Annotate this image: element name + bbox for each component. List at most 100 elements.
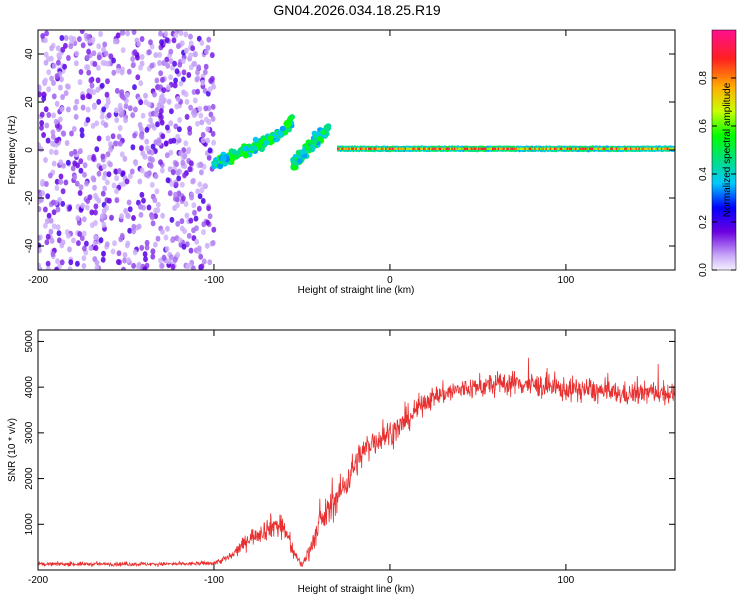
carrier-core <box>606 147 608 150</box>
carrier-core <box>569 147 572 150</box>
streak-blob <box>221 161 228 167</box>
carrier-core <box>466 147 469 150</box>
noise-blob <box>112 240 117 247</box>
noise-blob <box>177 237 183 244</box>
noise-blob <box>156 102 162 109</box>
noise-blob <box>51 93 57 100</box>
noise-blob <box>166 98 172 105</box>
carrier-core <box>589 147 591 150</box>
noise-blob <box>49 148 54 155</box>
noise-blob <box>207 259 213 266</box>
carrier-core <box>599 147 601 150</box>
x-tick-label: 100 <box>558 275 575 286</box>
noise-blob <box>116 250 122 257</box>
noise-blob <box>59 35 65 41</box>
carrier-core <box>494 147 497 150</box>
noise-blob <box>82 162 88 169</box>
noise-blob <box>81 255 87 262</box>
noise-blob <box>93 234 98 241</box>
noise-blob <box>91 155 96 162</box>
noise-blob <box>155 201 161 208</box>
noise-blob <box>66 106 71 113</box>
noise-blob <box>144 126 150 133</box>
noise-blob <box>123 117 128 124</box>
noise-blob <box>173 181 179 188</box>
noise-blob <box>209 52 215 59</box>
noise-blob <box>177 117 183 123</box>
streak-blob <box>279 125 286 132</box>
carrier-core <box>386 147 389 150</box>
noise-blob <box>184 212 190 219</box>
carrier-core <box>382 147 384 150</box>
noise-blob <box>187 125 193 132</box>
carrier-core <box>672 147 674 150</box>
carrier-core <box>504 147 507 150</box>
noise-blob <box>54 185 60 191</box>
noise-blob <box>182 152 188 159</box>
carrier-core <box>611 147 614 150</box>
noise-blob <box>187 166 193 173</box>
carrier-core <box>355 147 358 150</box>
carrier-core <box>358 147 361 150</box>
noise-blob <box>108 161 113 168</box>
carrier-core <box>365 147 368 150</box>
noise-blob <box>201 221 207 228</box>
carrier-core <box>370 147 373 150</box>
noise-blob <box>191 202 197 209</box>
noise-blob <box>55 224 61 231</box>
noise-blob <box>44 122 50 129</box>
noise-blob <box>122 155 128 162</box>
carrier-core <box>442 147 445 150</box>
carrier-core <box>582 147 584 150</box>
noise-blob <box>81 230 87 237</box>
noise-blob <box>175 169 181 176</box>
carrier-core <box>434 147 437 150</box>
noise-blob <box>105 179 110 186</box>
carrier-core <box>548 147 551 150</box>
x-tick-label: 0 <box>387 275 393 286</box>
noise-blob <box>188 52 194 59</box>
noise-blob <box>79 127 85 134</box>
noise-blob <box>58 116 63 123</box>
noise-blob <box>167 190 173 197</box>
noise-blob <box>142 153 148 160</box>
noise-blob <box>174 161 180 168</box>
y-tick-label: 20 <box>24 96 35 108</box>
noise-blob <box>139 126 144 133</box>
snr-y-ticks: 1000 2000 3000 4000 5000 <box>24 330 675 536</box>
noise-blob <box>76 240 81 247</box>
carrier-core <box>618 147 621 150</box>
noise-blob <box>166 84 171 91</box>
noise-blob <box>158 30 163 37</box>
noise-blob <box>57 197 62 203</box>
noise-blob <box>43 206 48 213</box>
noise-blob <box>104 241 110 248</box>
noise-blob <box>150 253 156 260</box>
noise-blob <box>200 137 206 144</box>
noise-blob <box>179 40 185 47</box>
noise-blob <box>51 199 56 206</box>
noise-blob <box>142 266 148 270</box>
noise-blob <box>127 173 133 180</box>
carrier-core <box>568 147 570 150</box>
noise-blob <box>138 99 144 106</box>
carrier-core <box>410 147 413 150</box>
y-tick-label: 1000 <box>24 513 35 536</box>
noise-blob <box>158 257 163 264</box>
carrier-core <box>389 147 391 150</box>
carrier-core <box>458 147 460 150</box>
noise-blob <box>101 174 107 181</box>
noise-blob <box>158 159 163 166</box>
noise-blob <box>130 144 136 151</box>
noise-blob <box>126 257 131 264</box>
noise-blob <box>39 111 45 118</box>
carrier-core <box>656 147 659 150</box>
carrier-core <box>448 147 451 150</box>
carrier-core <box>659 147 662 150</box>
noise-blob <box>40 33 46 39</box>
carrier-core <box>401 147 404 150</box>
noise-blob <box>56 230 62 237</box>
noise-blob <box>175 220 181 227</box>
noise-blob <box>70 165 76 172</box>
noise-blob <box>201 258 207 265</box>
